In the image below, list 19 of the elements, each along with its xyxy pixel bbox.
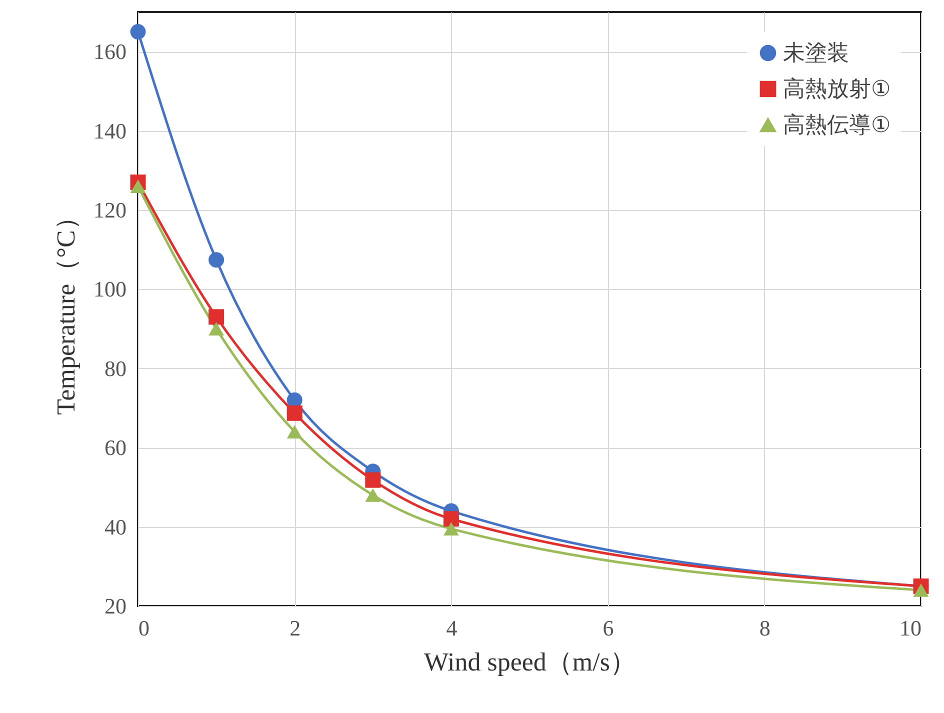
x-tick-label: 10 <box>900 616 922 640</box>
y-tick-label: 60 <box>104 435 126 460</box>
y-tick-label: 160 <box>94 39 126 64</box>
x-axis-title: Wind speed（m/s） <box>424 648 636 676</box>
legend-label: 高熱伝導① <box>783 113 891 138</box>
legend-label: 未塗装 <box>783 41 849 66</box>
x-tick-label: 8 <box>759 616 770 640</box>
x-tick-label: 2 <box>290 616 301 640</box>
y-tick-label: 20 <box>104 594 126 618</box>
y-axis-title: Temperature（°C） <box>52 204 80 415</box>
y-tick-label: 40 <box>104 514 126 540</box>
y-tick-label: 140 <box>94 118 126 144</box>
legend-label: 高熱放射① <box>783 77 891 102</box>
y-tick-label: 120 <box>94 198 126 222</box>
x-tick-label: 0 <box>138 616 150 640</box>
y-tick-label: 80 <box>104 356 126 381</box>
y-tick-label: 100 <box>94 276 126 302</box>
x-tick-label: 4 <box>446 616 458 640</box>
x-tick-label: 6 <box>602 616 614 640</box>
